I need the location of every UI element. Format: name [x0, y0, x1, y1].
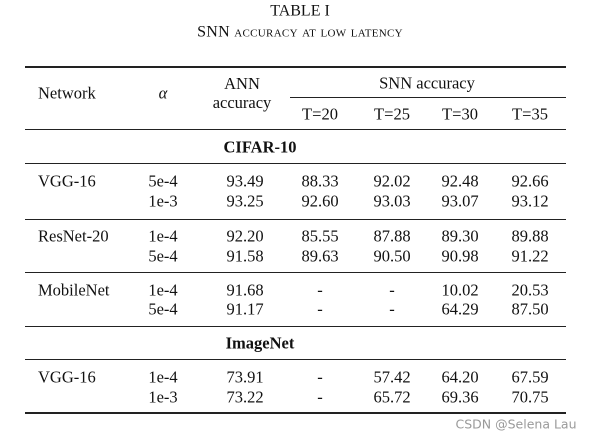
header-alpha: α — [158, 83, 168, 103]
cell: - — [317, 367, 323, 387]
header-snn: SNN accuracy — [379, 73, 475, 93]
cell: 1e-3 — [148, 191, 178, 211]
cell: 20.53 — [511, 280, 549, 300]
network-name: VGG-16 — [38, 171, 96, 191]
cell: - — [317, 387, 323, 407]
cell: 92.66 — [511, 171, 549, 191]
cell: 1e-4 — [148, 226, 178, 246]
cell: 69.36 — [441, 387, 479, 407]
cell: 93.49 — [226, 171, 264, 191]
group-rule — [25, 272, 566, 273]
section-title: CIFAR-10 — [223, 137, 297, 157]
snn-rule — [290, 97, 566, 98]
cell: 90.50 — [373, 246, 411, 266]
cell: 87.88 — [373, 226, 411, 246]
cell: 64.29 — [441, 299, 479, 319]
cell: 5e-4 — [148, 299, 178, 319]
section-rule — [25, 326, 566, 327]
network-name: MobileNet — [38, 280, 110, 300]
header-ann: ANN accuracy — [212, 74, 272, 112]
cell: 93.25 — [226, 191, 264, 211]
section-rule — [25, 163, 566, 164]
cell: - — [389, 280, 395, 300]
table-subtitle: SNN accuracy at low latency — [197, 23, 403, 41]
header-rule — [25, 129, 566, 130]
cell: 70.75 — [511, 387, 549, 407]
network-name: VGG-16 — [38, 367, 96, 387]
cell: 92.20 — [226, 226, 264, 246]
cell: 88.33 — [301, 171, 339, 191]
header-timestep: T=30 — [442, 104, 478, 124]
cell: 92.60 — [301, 191, 339, 211]
cell: 93.12 — [511, 191, 549, 211]
cell: - — [317, 280, 323, 300]
cell: 10.02 — [441, 280, 479, 300]
cell: - — [389, 299, 395, 319]
watermark: CSDN @Selena Lau — [455, 416, 577, 432]
cell: 91.22 — [511, 246, 549, 266]
top-rule — [25, 66, 566, 68]
cell: 92.48 — [441, 171, 479, 191]
header-timestep: T=25 — [374, 104, 410, 124]
cell: 92.02 — [373, 171, 411, 191]
cell: 65.72 — [373, 387, 411, 407]
cell: 73.22 — [226, 387, 264, 407]
header-timestep: T=20 — [302, 104, 338, 124]
cell: 1e-4 — [148, 367, 178, 387]
cell: 73.91 — [226, 367, 264, 387]
cell: 91.58 — [226, 246, 264, 266]
cell: 91.17 — [226, 299, 264, 319]
cell: 1e-4 — [148, 280, 178, 300]
cell: 85.55 — [301, 226, 339, 246]
cell: 93.07 — [441, 191, 479, 211]
cell: 90.98 — [441, 246, 479, 266]
cell: 5e-4 — [148, 171, 178, 191]
cell: 89.63 — [301, 246, 339, 266]
cell: 57.42 — [373, 367, 411, 387]
section-rule — [25, 359, 566, 360]
section-title: ImageNet — [225, 333, 295, 353]
network-name: ResNet-20 — [38, 226, 109, 246]
header-timestep: T=35 — [512, 104, 548, 124]
bottom-rule — [25, 412, 566, 414]
cell: 87.50 — [511, 299, 549, 319]
cell: 89.88 — [511, 226, 549, 246]
cell: 1e-3 — [148, 387, 178, 407]
cell: - — [317, 299, 323, 319]
group-rule — [25, 219, 566, 220]
table-title: TABLE I — [270, 2, 330, 20]
cell: 5e-4 — [148, 246, 178, 266]
header-network: Network — [38, 83, 96, 103]
cell: 64.20 — [441, 367, 479, 387]
cell: 89.30 — [441, 226, 479, 246]
cell: 91.68 — [226, 280, 264, 300]
cell: 67.59 — [511, 367, 549, 387]
cell: 93.03 — [373, 191, 411, 211]
